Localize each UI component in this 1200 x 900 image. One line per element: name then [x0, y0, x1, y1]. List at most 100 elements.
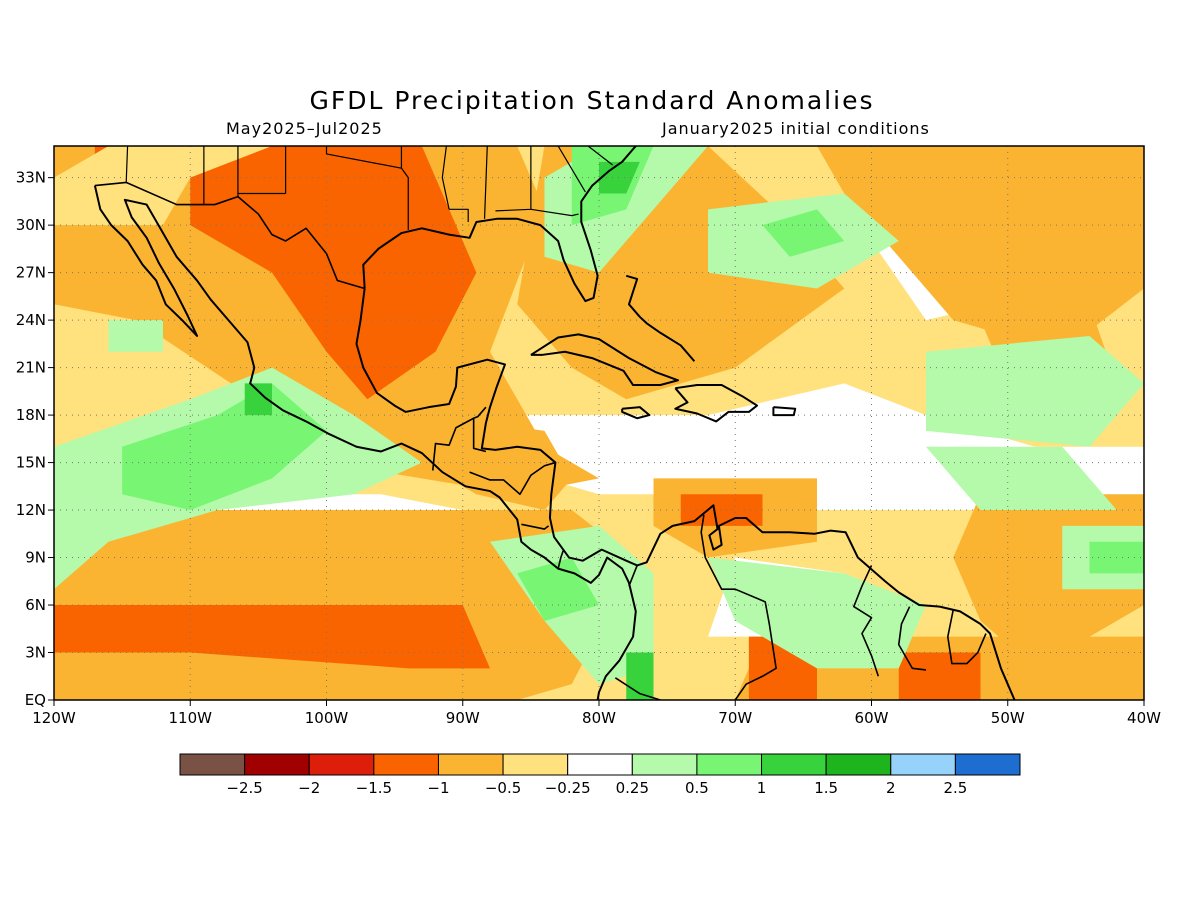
coastline	[625, 274, 696, 362]
initial-conditions: January2025 initial conditions	[662, 119, 930, 138]
forecast-period: May2025–Jul2025	[226, 119, 383, 138]
country-border	[700, 514, 777, 700]
gridlines	[54, 146, 1144, 700]
country-border	[431, 406, 487, 471]
lat-tick-label: 18N	[16, 406, 46, 424]
anomaly-region	[912, 668, 954, 700]
colorbar-label: 1	[757, 779, 767, 797]
colorbar-label: −2.5	[226, 779, 262, 797]
lon-tick-label: 40W	[1127, 709, 1161, 727]
state-border	[125, 146, 129, 183]
country-border	[628, 565, 638, 587]
state-border	[530, 208, 579, 217]
colorbar-label: 1.5	[814, 779, 838, 797]
coastline	[621, 406, 651, 420]
anomaly-region	[421, 415, 572, 511]
country-border	[521, 523, 550, 530]
country-border	[614, 677, 661, 700]
country-border	[557, 549, 565, 569]
colorbar-label: −1.5	[356, 779, 392, 797]
coastline	[355, 288, 1016, 700]
coastline	[362, 146, 637, 303]
anomaly-region	[244, 383, 272, 416]
state-border	[176, 146, 205, 206]
state-border	[483, 146, 488, 219]
state-border	[441, 146, 450, 210]
map-title: GFDL Precipitation Standard Anomalies	[309, 86, 875, 115]
lat-tick-label: 15N	[16, 454, 46, 472]
lat-tick-label: EQ	[25, 691, 46, 709]
colorbar-swatch	[437, 753, 504, 776]
lat-tick-label: 33N	[16, 169, 46, 187]
colorbar-swatch	[890, 753, 956, 776]
colorbar-swatch	[631, 753, 698, 776]
coastline	[530, 333, 680, 387]
colorbar-label: −0.25	[545, 779, 591, 797]
state-border	[587, 146, 613, 166]
colorbar-label: 2.5	[943, 779, 967, 797]
colorbar-swatch	[373, 753, 439, 776]
state-border	[325, 146, 402, 169]
colorbar-swatch	[244, 753, 310, 776]
colorbar-swatch	[825, 753, 892, 776]
coastline	[674, 384, 759, 423]
colorbar-label: −0.5	[485, 779, 521, 797]
colorbar-swatch	[308, 753, 375, 776]
anomaly-region	[353, 256, 409, 321]
anomaly-region	[626, 652, 654, 700]
anomaly-region	[54, 146, 272, 226]
colorbar-swatch	[761, 753, 827, 776]
lon-tick-label: 70W	[718, 709, 752, 727]
colorbar-label: −1	[427, 779, 449, 797]
country-border	[94, 181, 365, 290]
anomaly-region	[926, 335, 1144, 447]
colorbar-swatch	[502, 753, 569, 776]
state-border	[449, 208, 469, 222]
latitude-axis: EQ 3N 6N 9N 12N 15N 18N 21N 24N 27N 30N 33N	[16, 169, 54, 709]
state-border	[400, 146, 409, 230]
coastlines	[93, 146, 1016, 700]
colorbar-swatch	[696, 753, 763, 776]
colorbar-label: 2	[886, 779, 896, 797]
colorbar-swatch	[954, 753, 1021, 776]
state-border	[557, 146, 586, 193]
lat-tick-label: 3N	[25, 644, 46, 662]
lon-tick-label: 50W	[991, 709, 1025, 727]
anomaly-region	[926, 446, 1117, 511]
lat-tick-label: 12N	[16, 501, 46, 519]
anomaly-region	[108, 320, 163, 352]
country-border	[946, 609, 987, 665]
lon-tick-label: 80W	[582, 709, 616, 727]
colorbar-label: 0.5	[685, 779, 709, 797]
colorbar-label: 0.25	[616, 779, 649, 797]
lon-tick-label: 100W	[305, 709, 349, 727]
colorbar-label: −2	[298, 779, 320, 797]
anomaly-region	[762, 209, 845, 257]
lon-tick-label: 120W	[32, 709, 76, 727]
coastline	[772, 406, 797, 417]
lon-tick-label: 60W	[855, 709, 889, 727]
colorbar-swatch	[567, 753, 633, 776]
lat-tick-label: 9N	[25, 549, 46, 567]
country-border	[852, 565, 880, 677]
colorbar-swatch	[179, 753, 246, 776]
coastline	[93, 185, 637, 700]
anomaly-region	[122, 383, 327, 511]
lat-tick-label: 24N	[16, 311, 46, 329]
anomaly-region	[708, 557, 926, 669]
anomaly-region	[421, 256, 450, 273]
anomaly-region	[517, 557, 599, 621]
longitude-axis: 120W 110W 100W 90W 80W 70W 60W 50W 40W	[32, 700, 1161, 727]
lat-tick-label: 27N	[16, 264, 46, 282]
anomaly-region	[190, 146, 477, 400]
lon-tick-label: 110W	[169, 709, 213, 727]
lat-tick-label: 21N	[16, 359, 46, 377]
country-border	[469, 461, 556, 496]
country-border	[472, 418, 487, 453]
anomaly-region	[817, 146, 1144, 352]
lon-tick-label: 90W	[446, 709, 480, 727]
country-border	[897, 606, 927, 671]
colorbar: −2.5 −2 −1.5 −1 −0.5 −0.25 0.25 0.5 1 1.5 2 2.5	[179, 753, 1021, 797]
lat-tick-label: 6N	[25, 596, 46, 614]
